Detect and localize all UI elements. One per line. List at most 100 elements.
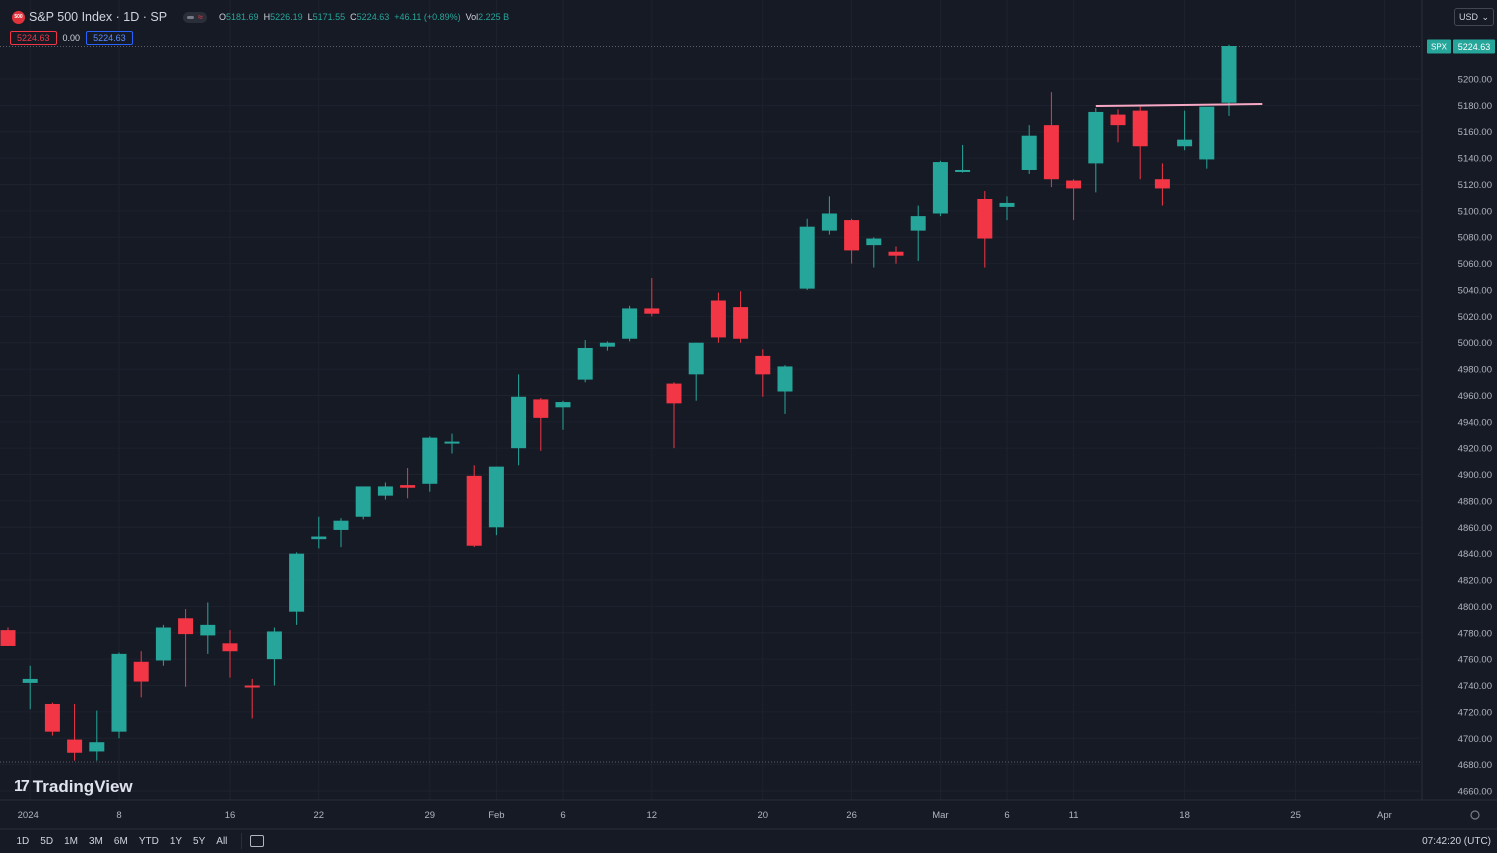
candle <box>932 160 948 217</box>
calendar-icon[interactable] <box>249 835 264 847</box>
timeframe-1y[interactable]: 1Y <box>169 835 183 847</box>
price-tick-label: 4880.00 <box>1458 496 1492 507</box>
price-tick-label: 4720.00 <box>1458 707 1492 718</box>
sell-price-badge[interactable]: 5224.63 <box>10 31 57 45</box>
timeframe-ytd[interactable]: YTD <box>138 835 159 847</box>
tradingview-logo-icon: 17 <box>14 778 30 795</box>
candle-body <box>67 739 83 753</box>
resistance-trendline[interactable] <box>1095 103 1263 108</box>
candle-body <box>888 251 904 256</box>
wave-icon: ≈ <box>198 12 203 22</box>
time-tick-label: Apr <box>1377 810 1392 821</box>
time-axis[interactable]: 2024 8 16 22 29 Feb 6 12 20 26 Mar 6 11 18 25 Apr <box>0 799 1497 830</box>
timeframe-5y[interactable]: 5Y <box>193 835 206 847</box>
axis-settings-icon[interactable] <box>1470 810 1480 820</box>
candle <box>888 246 904 264</box>
candle-body <box>977 198 993 239</box>
candle <box>0 627 16 646</box>
drawing-overlay <box>1095 103 1263 108</box>
price-tick-label: 5100.00 <box>1458 206 1492 217</box>
open-value: 5181.69 <box>226 12 259 22</box>
candle-body <box>1066 180 1082 189</box>
symbol-tag <box>1427 39 1451 54</box>
candle-body <box>311 536 327 540</box>
price-axis[interactable]: 4660.00 4680.00 4700.00 4720.00 4740.00 4760.… <box>1421 0 1495 820</box>
candle-body <box>1088 111 1104 164</box>
time-tick-label: 2024 <box>18 810 39 821</box>
candle-body <box>488 466 504 528</box>
candle <box>599 341 615 351</box>
candle <box>67 703 83 761</box>
candle <box>1021 125 1037 174</box>
price-tick-label: 5140.00 <box>1458 154 1492 165</box>
grid <box>0 0 1420 800</box>
low-value: 5171.55 <box>312 12 346 22</box>
candle-body <box>355 486 371 517</box>
candle <box>955 144 971 173</box>
compare-toggle[interactable]: ≈ <box>183 11 207 23</box>
price-tick-label: 4940.00 <box>1458 417 1492 428</box>
time-tick-label: 8 <box>116 810 121 821</box>
time-tick-label: 22 <box>314 810 325 821</box>
candle <box>422 436 438 492</box>
price-tick-label: 4980.00 <box>1458 365 1492 376</box>
candle-body <box>333 520 349 530</box>
candle-body <box>1199 106 1215 160</box>
time-tick-label: 6 <box>1004 810 1009 821</box>
candle-body <box>844 220 860 251</box>
candle <box>710 292 726 343</box>
sp500-logo-icon: 500 <box>12 10 25 24</box>
time-tick-label: 11 <box>1069 810 1079 821</box>
price-tick-label: 4860.00 <box>1458 523 1492 534</box>
currency-selector[interactable]: USD ⌄ <box>1454 8 1494 26</box>
candle-body <box>555 402 571 408</box>
time-tick-label: 26 <box>846 810 857 821</box>
price-tick-label: 4840.00 <box>1458 549 1492 560</box>
candle <box>311 516 327 549</box>
timeframe-1m[interactable]: 1M <box>64 835 78 847</box>
candle <box>755 349 771 397</box>
candle <box>1199 106 1215 169</box>
candle <box>644 278 660 317</box>
candle-body <box>155 627 171 661</box>
candle-body <box>622 308 638 339</box>
timeframe-3m[interactable]: 3M <box>89 835 103 847</box>
candle <box>266 627 282 686</box>
candle <box>977 191 993 268</box>
time-tick-label: Mar <box>932 810 948 821</box>
candle <box>866 237 882 268</box>
ohlc-readout: O5181.69 H5226.19 L5171.55 C5224.63 +46.… <box>219 12 510 22</box>
candle-body <box>1221 46 1237 103</box>
candle <box>1177 110 1193 151</box>
timeframe-6m[interactable]: 6M <box>113 835 128 847</box>
candle-body <box>133 661 149 682</box>
candle <box>44 702 60 736</box>
change-value: +46.11 (+0.89%) <box>394 12 461 22</box>
timeframe-all[interactable]: All <box>216 835 228 847</box>
candles-group <box>0 44 1237 761</box>
toolbar-divider <box>240 833 242 849</box>
candle-body <box>733 307 749 339</box>
candle <box>844 218 860 264</box>
bottom-toolbar: 1D 5D 1M 3M 6M YTD 1Y 5Y All 07:42:20 (UTC) <box>0 829 1497 853</box>
candle <box>178 609 194 687</box>
timeframe-5d[interactable]: 5D <box>40 835 54 847</box>
price-tick-label: 5120.00 <box>1458 180 1492 191</box>
buy-price-badge[interactable]: 5224.63 <box>86 31 133 45</box>
timeframe-1d[interactable]: 1D <box>16 835 30 847</box>
chevron-down-icon: ⌄ <box>1481 11 1489 22</box>
candle <box>89 710 105 761</box>
candle-body <box>289 553 305 612</box>
time-tick-label: 6 <box>560 810 565 821</box>
price-tick-label: 4900.00 <box>1458 470 1492 481</box>
candle <box>1088 108 1104 193</box>
tradingview-watermark: 17 TradingView <box>14 777 133 796</box>
symbol-title[interactable]: S&P 500 Index · 1D · SP <box>29 10 168 24</box>
candle <box>200 602 216 654</box>
candle-body <box>955 169 971 172</box>
candle <box>22 665 38 710</box>
utc-clock[interactable]: 07:42:20 (UTC) <box>1422 835 1491 847</box>
candle <box>155 624 171 666</box>
candle <box>910 205 926 261</box>
